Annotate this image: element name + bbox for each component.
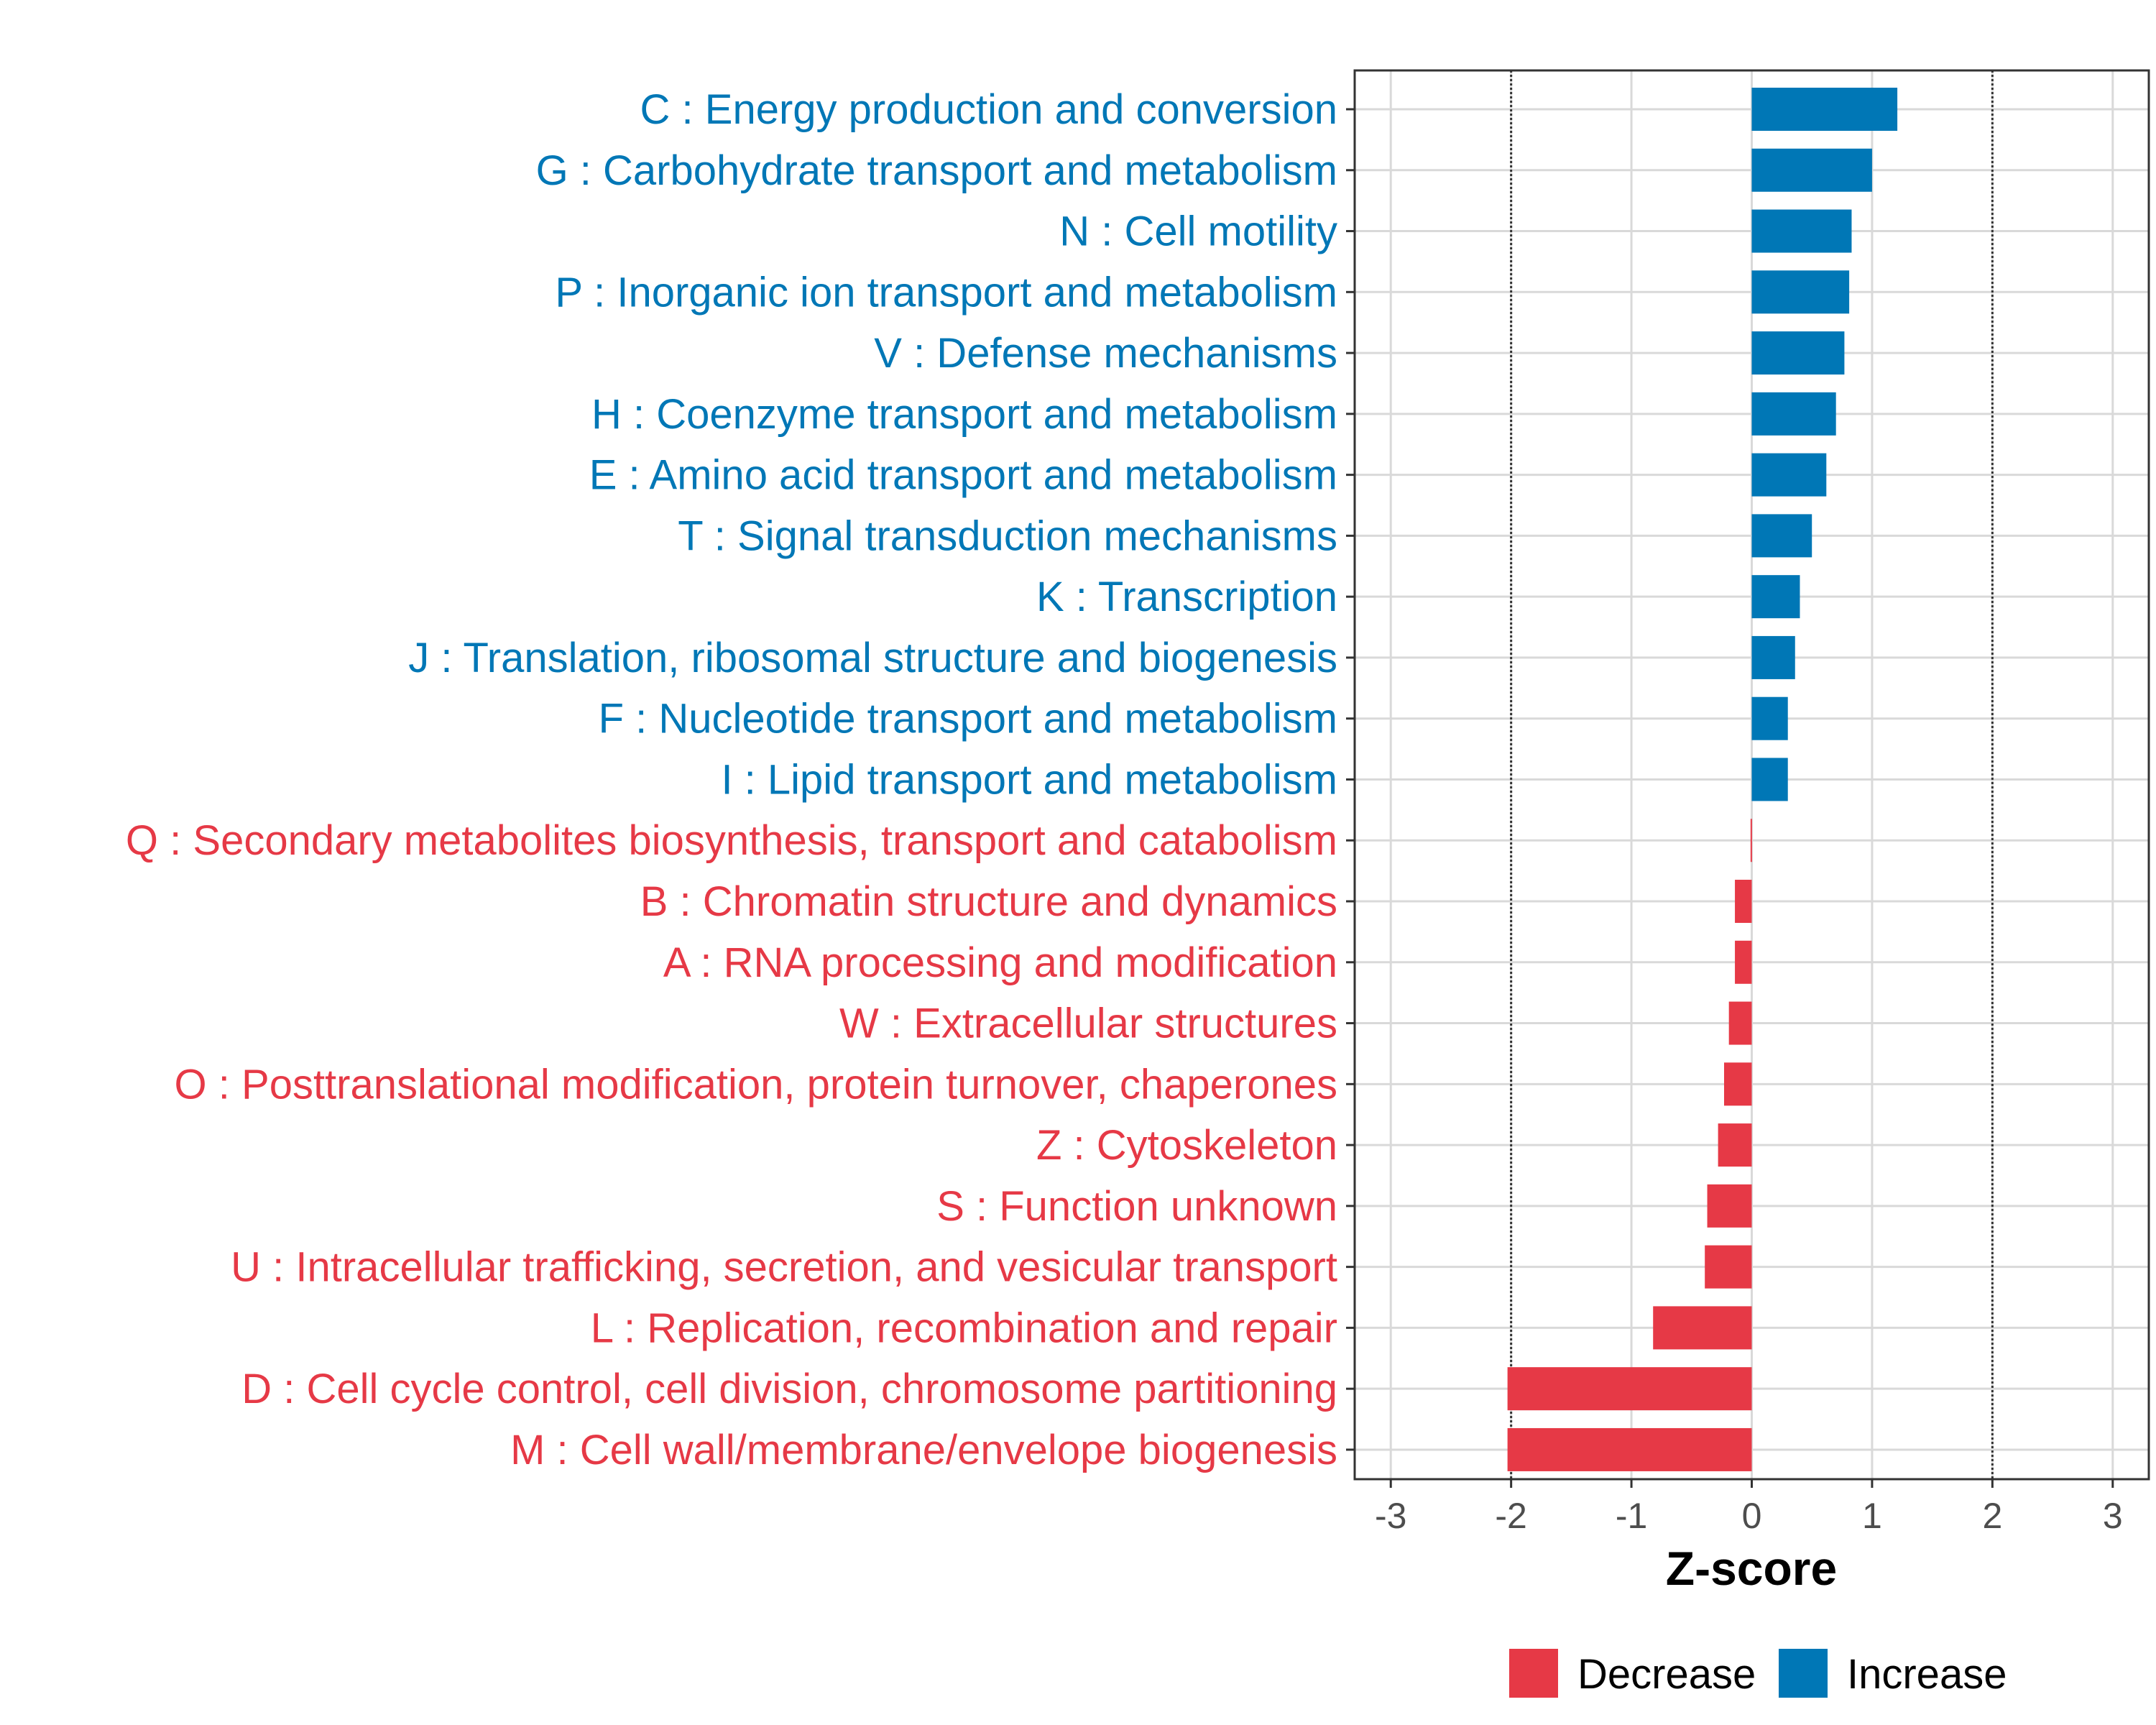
bar: [1507, 1367, 1752, 1411]
bar: [1751, 270, 1850, 314]
category-label: C : Energy production and conversion: [640, 86, 1337, 133]
category-label: N : Cell motility: [1059, 208, 1337, 255]
category-label: U : Intracellular trafficking, secretion…: [231, 1244, 1337, 1291]
category-label: W : Extracellular structures: [839, 1000, 1337, 1047]
category-label: D : Cell cycle control, cell division, c…: [241, 1366, 1337, 1412]
category-label: B : Chromatin structure and dynamics: [640, 878, 1337, 925]
category-label: T : Signal transduction mechanisms: [678, 512, 1337, 559]
x-tick-label: -2: [1495, 1496, 1526, 1536]
bar: [1751, 209, 1852, 253]
bar: [1507, 1427, 1752, 1471]
bar: [1705, 1245, 1752, 1289]
bar: [1751, 635, 1795, 679]
category-label: G : Carbohydrate transport and metabolis…: [536, 147, 1337, 194]
bar: [1751, 696, 1788, 740]
category-label: H : Coenzyme transport and metabolism: [591, 391, 1337, 438]
bar: [1735, 940, 1752, 984]
category-label: F : Nucleotide transport and metabolism: [599, 696, 1337, 742]
x-ticks: -3 -2 -1 0 1 2 3: [1375, 1479, 2123, 1536]
bar: [1751, 331, 1845, 375]
reference-lines: [1510, 70, 1994, 1479]
bar: [1728, 1001, 1752, 1045]
x-tick-label: -3: [1375, 1496, 1406, 1536]
bar: [1707, 1184, 1752, 1228]
bar: [1751, 148, 1872, 192]
legend-label: Increase: [1847, 1651, 2007, 1698]
x-tick-label: 2: [1982, 1496, 2002, 1536]
category-label: V : Defense mechanisms: [874, 330, 1337, 377]
bar: [1751, 392, 1836, 436]
x-tick-label: 1: [1862, 1496, 1882, 1536]
legend-label: Decrease: [1577, 1651, 1756, 1698]
category-label: A : RNA processing and modification: [663, 939, 1337, 986]
x-axis-title: Z-score: [1666, 1542, 1837, 1595]
bar: [1751, 88, 1898, 131]
bars: [1507, 88, 1898, 1471]
category-label: S : Function unknown: [936, 1183, 1337, 1230]
bar: [1750, 819, 1752, 862]
bar: [1718, 1123, 1752, 1167]
x-tick-label: 3: [2103, 1496, 2123, 1536]
bar: [1653, 1306, 1752, 1350]
category-label: E : Amino acid transport and metabolism: [589, 452, 1337, 499]
category-label: Z : Cytoskeleton: [1036, 1122, 1337, 1169]
x-tick-label: 0: [1742, 1496, 1762, 1536]
category-label: L : Replication, recombination and repai…: [591, 1305, 1337, 1351]
category-label: I : Lipid transport and metabolism: [721, 756, 1337, 803]
x-tick-label: -1: [1616, 1496, 1647, 1536]
legend-swatch: [1509, 1649, 1558, 1698]
category-label: Q : Secondary metabolites biosynthesis, …: [126, 817, 1337, 864]
bar: [1751, 453, 1827, 497]
bar: [1751, 758, 1788, 801]
legend-swatch: [1779, 1649, 1828, 1698]
category-label: P : Inorganic ion transport and metaboli…: [555, 269, 1337, 316]
category-label: O : Posttranslational modification, prot…: [175, 1061, 1337, 1108]
legend: Decrease Increase: [1509, 1649, 2007, 1698]
category-label: M : Cell wall/membrane/envelope biogenes…: [510, 1427, 1337, 1473]
bar: [1723, 1062, 1752, 1106]
category-label: J : Translation, ribosomal structure and…: [408, 635, 1337, 681]
category-label: K : Transcription: [1036, 574, 1337, 620]
bar: [1751, 514, 1812, 558]
bar: [1735, 880, 1752, 924]
bar: [1751, 575, 1800, 619]
y-ticks: C : Energy production and conversion G : …: [126, 86, 1355, 1473]
